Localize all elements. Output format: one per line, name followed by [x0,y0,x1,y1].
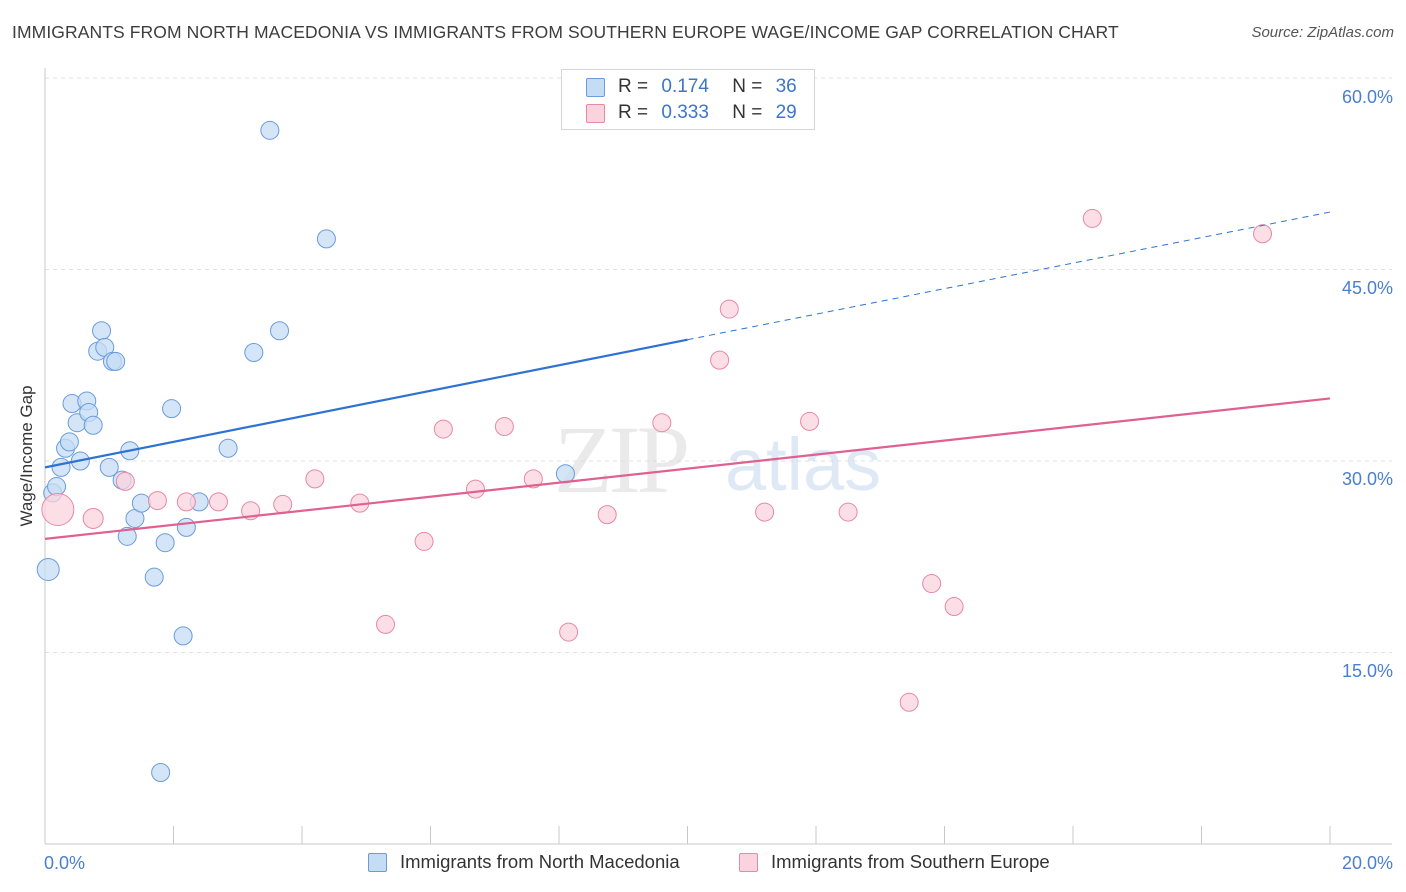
data-point [82,507,104,529]
data-point [652,413,672,433]
legend-stats: R = 0.174 N = 36 R = 0.333 N = 29 [561,69,815,130]
source-label: Source: ZipAtlas.com [1251,24,1394,41]
n-label: N = [732,102,763,123]
data-point [597,505,617,525]
r-value: 0.174 [661,76,709,97]
n-value: 29 [775,102,797,123]
series-southern-europe [41,208,1273,712]
data-point [51,457,71,477]
data-point [555,464,575,484]
data-point [523,469,543,489]
data-point [305,469,325,489]
n-label: N = [732,76,763,97]
x-tick-label-min: 0.0% [44,853,86,873]
data-point [173,626,193,646]
data-point [465,479,485,499]
y-tick-label: 45.0% [1341,278,1393,298]
legend-row-north-macedonia: R = 0.174 N = 36 [586,75,797,99]
gridlines [45,77,1392,653]
data-point [270,321,290,341]
series-north-macedonia [36,120,575,783]
data-point [1253,224,1273,244]
data-point [944,597,964,617]
data-point [131,493,151,513]
data-point [176,492,196,512]
data-point [117,526,137,546]
data-point [244,342,264,362]
chart-title: IMMIGRANTS FROM NORTH MACEDONIA VS IMMIG… [12,22,1119,42]
n-value: 36 [775,76,797,97]
x-tick-label-max: 20.0% [1341,853,1393,873]
legend-swatch-pink [739,852,758,872]
data-point [710,350,730,370]
data-point [92,321,112,341]
legend-swatch-blue [586,77,605,97]
data-point [260,120,280,140]
trend-line-north-macedonia-extension [687,211,1331,341]
data-point [106,351,126,371]
trend-line-north-macedonia [44,338,688,469]
data-point [376,614,396,634]
data-point [218,438,238,458]
data-point [316,229,336,249]
data-point [162,399,182,419]
legend-item-southern-europe: Immigrants from Southern Europe [739,851,1050,873]
watermark-atlas: atlas [725,423,881,506]
data-point [36,558,60,582]
data-point [800,411,820,431]
legend-row-southern-europe: R = 0.333 N = 29 [586,101,797,125]
data-point [155,533,175,553]
r-label: R = [618,76,649,97]
data-point [176,517,196,537]
legend-swatch-pink [586,103,605,123]
data-point [273,494,293,514]
data-point [144,567,164,587]
data-point [41,493,75,527]
legend-item-north-macedonia: Immigrants from North Macedonia [368,851,680,873]
data-point [414,531,434,551]
r-label: R = [618,102,649,123]
data-point [494,417,514,437]
y-tick-label: 15.0% [1341,661,1393,681]
legend-label: Immigrants from North Macedonia [400,851,680,872]
legend-swatch-blue [368,852,387,872]
data-point [59,432,79,452]
data-point [83,415,103,435]
data-point [208,492,228,512]
legend-label: Immigrants from Southern Europe [771,851,1050,872]
data-point [922,574,942,594]
y-axis-label: Wage/Income Gap [17,385,36,527]
trend-line-southern-europe [44,397,1331,540]
data-point [115,471,135,491]
data-point [147,491,167,511]
watermark: ZIP atlas [554,406,881,513]
trend-lines [44,211,1331,540]
data-point [559,622,579,642]
data-point [151,763,171,783]
data-point [755,502,775,522]
r-value: 0.333 [661,102,709,123]
data-point [99,457,119,477]
y-tick-label: 60.0% [1341,87,1393,107]
y-tick-label: 30.0% [1341,469,1393,489]
data-point [838,502,858,522]
data-point [47,477,67,497]
data-point [1082,208,1102,228]
axes [44,68,1392,845]
data-point [433,419,453,439]
data-point [719,299,739,319]
data-point [899,692,919,712]
